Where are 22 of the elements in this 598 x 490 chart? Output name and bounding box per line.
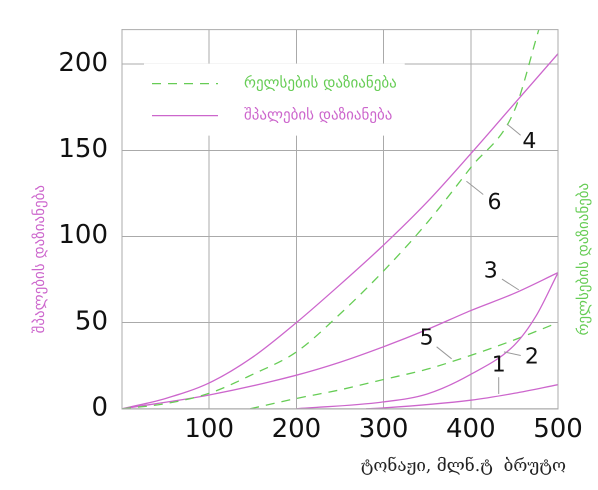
y-tick-label: 150 xyxy=(58,134,108,164)
x-tick-label: 400 xyxy=(446,414,496,444)
x-tick-label: 200 xyxy=(272,414,322,444)
x-tick-label: 100 xyxy=(184,414,234,444)
annotation: 6 xyxy=(487,190,502,215)
legend-label: შპალების დაზიანება xyxy=(244,105,392,124)
x-tick-label: 500 xyxy=(533,414,583,444)
y-tick-label: 0 xyxy=(91,392,108,423)
annotation: 3 xyxy=(484,258,498,284)
annotation: 5 xyxy=(420,326,434,351)
legend-label: რელსების დაზიანება xyxy=(244,73,397,92)
y-tick-label: 100 xyxy=(58,220,108,250)
x-tick-label: 300 xyxy=(358,414,408,444)
line-series xyxy=(366,384,558,409)
y-tick-label: 50 xyxy=(74,306,108,336)
annotation: 2 xyxy=(524,344,539,370)
x-axis-title: ტონაჟი, მლნ.ტ ბრუტო xyxy=(360,456,566,476)
y2-axis-title: რელსების დაზიანება xyxy=(574,182,592,336)
y-axis-title: შპალების დაზიანება xyxy=(30,185,48,334)
y-tick-label: 200 xyxy=(58,48,108,78)
annotation: 4 xyxy=(522,129,536,154)
annotation: 1 xyxy=(492,352,506,378)
